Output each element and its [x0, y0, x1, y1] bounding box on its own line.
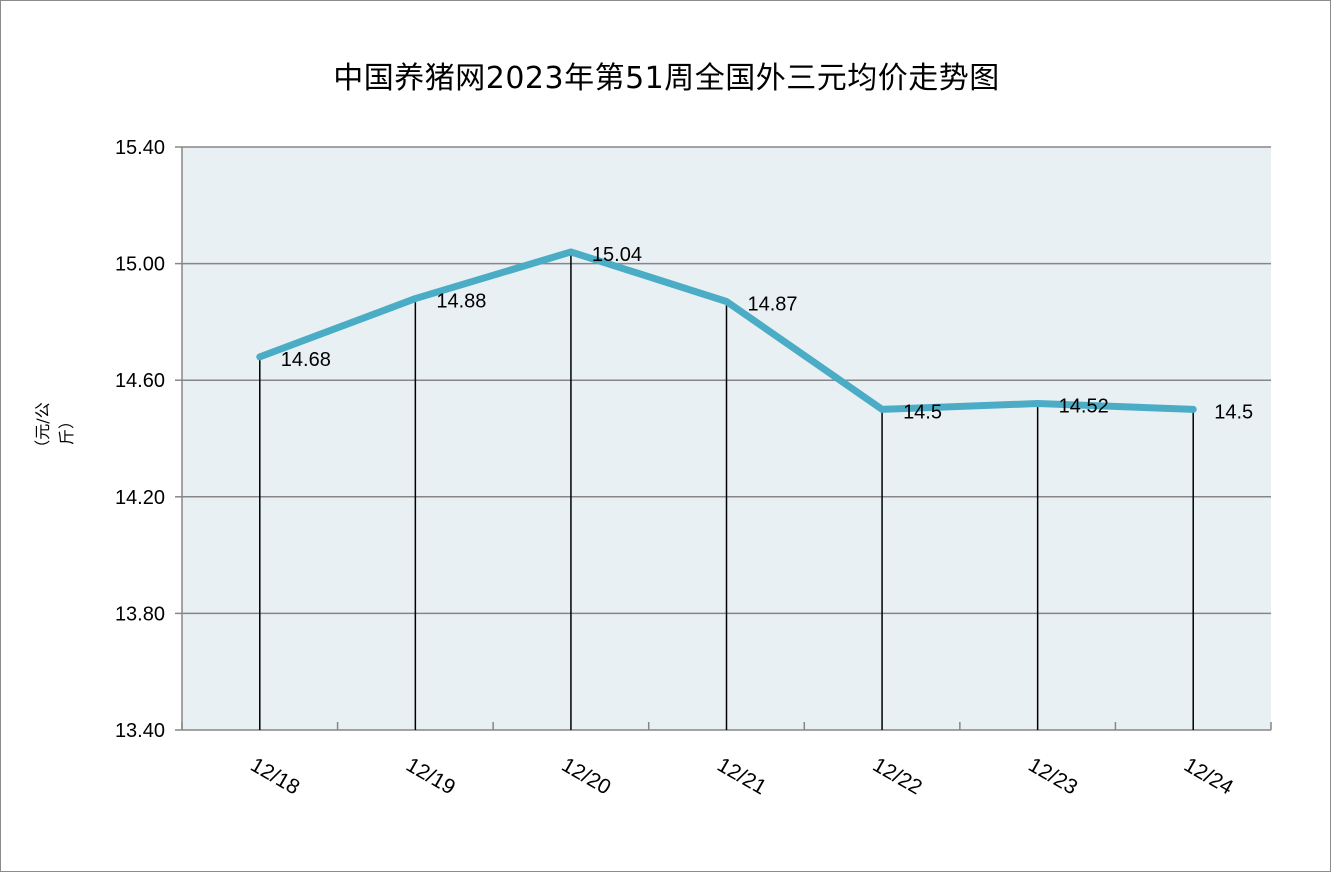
x-tick-label: 12/19: [402, 753, 459, 799]
x-tick-label: 12/23: [1024, 753, 1081, 799]
data-point: [879, 406, 886, 413]
x-tick-label: 12/24: [1180, 753, 1237, 799]
data-label: 14.87: [748, 293, 798, 315]
data-point: [567, 248, 574, 255]
y-tick-label: 14.60: [115, 370, 165, 392]
data-point: [1034, 400, 1041, 407]
data-point: [256, 353, 263, 360]
data-point: [412, 295, 419, 302]
y-tick-label: 14.20: [115, 487, 165, 509]
x-tick-label: 12/22: [869, 753, 926, 799]
drop-lines: [259, 251, 1194, 730]
y-tick-label: 13.40: [115, 720, 165, 742]
y-tick-label: 13.80: [115, 603, 165, 625]
x-tick-label: 12/21: [713, 753, 770, 799]
series: [256, 248, 1197, 413]
y-tick-label: 15.00: [115, 254, 165, 276]
data-point: [1190, 406, 1197, 413]
x-tick-label: 12/18: [247, 753, 304, 799]
data-labels: 14.68 14.88 15.04 14.87 14.5 14.52 14.5: [281, 244, 1253, 423]
data-label: 14.88: [436, 291, 486, 313]
data-label: 14.68: [281, 349, 331, 371]
x-tick-label: 12/20: [558, 753, 615, 799]
data-label: 14.52: [1059, 396, 1109, 418]
data-label: 14.5: [1214, 401, 1253, 423]
data-point: [723, 298, 730, 305]
chart-title: 中国养猪网2023年第51周全国外三元均价走势图: [333, 61, 1000, 96]
data-label: 14.5: [903, 401, 942, 423]
y-tick-label: 15.40: [115, 137, 165, 159]
data-label: 15.04: [592, 244, 642, 266]
